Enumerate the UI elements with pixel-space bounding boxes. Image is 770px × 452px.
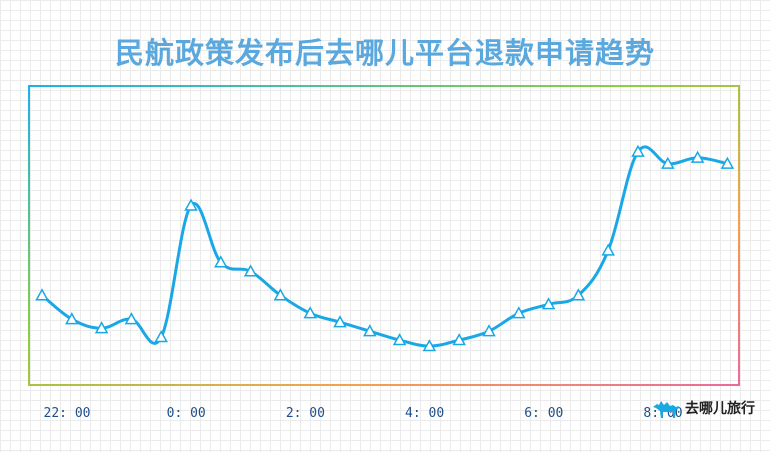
data-point-marker bbox=[94, 321, 109, 334]
data-point-marker bbox=[333, 315, 347, 328]
data-point-marker bbox=[631, 144, 645, 157]
data-point-marker bbox=[482, 324, 496, 337]
x-tick-label: 0: 00 bbox=[167, 406, 206, 421]
data-point-marker bbox=[243, 264, 258, 277]
data-point-marker bbox=[363, 324, 377, 337]
data-point-marker bbox=[601, 243, 615, 256]
data-point-marker bbox=[273, 288, 288, 301]
data-point-marker bbox=[65, 312, 79, 325]
chart-title: 民航政策发布后去哪儿平台退款申请趋势 bbox=[114, 36, 655, 70]
data-point-marker bbox=[541, 297, 556, 310]
data-point-marker bbox=[392, 333, 407, 346]
data-point-marker bbox=[571, 288, 586, 301]
data-point-marker bbox=[512, 306, 526, 319]
data-point-marker bbox=[35, 288, 49, 301]
camel-icon bbox=[653, 401, 679, 418]
data-point-marker bbox=[124, 312, 139, 325]
x-tick-label: 6: 00 bbox=[524, 406, 563, 421]
plot-frame bbox=[28, 85, 740, 386]
data-point-marker bbox=[422, 339, 437, 352]
data-point-marker bbox=[690, 150, 705, 163]
brand-logo: 去哪儿旅行 bbox=[651, 395, 755, 421]
data-point-marker bbox=[661, 156, 675, 169]
data-point-marker bbox=[184, 198, 198, 211]
series-line bbox=[41, 145, 728, 348]
x-tick-label: 22: 00 bbox=[44, 406, 91, 421]
data-point-marker bbox=[452, 333, 466, 346]
x-tick-label: 4: 00 bbox=[405, 406, 444, 421]
data-point-marker bbox=[214, 255, 228, 268]
data-point-marker bbox=[154, 330, 168, 343]
x-tick-label: 2: 00 bbox=[286, 406, 325, 421]
brand-label: 去哪儿旅行 bbox=[685, 401, 755, 417]
data-point-marker bbox=[720, 156, 735, 169]
data-point-marker bbox=[303, 306, 317, 319]
